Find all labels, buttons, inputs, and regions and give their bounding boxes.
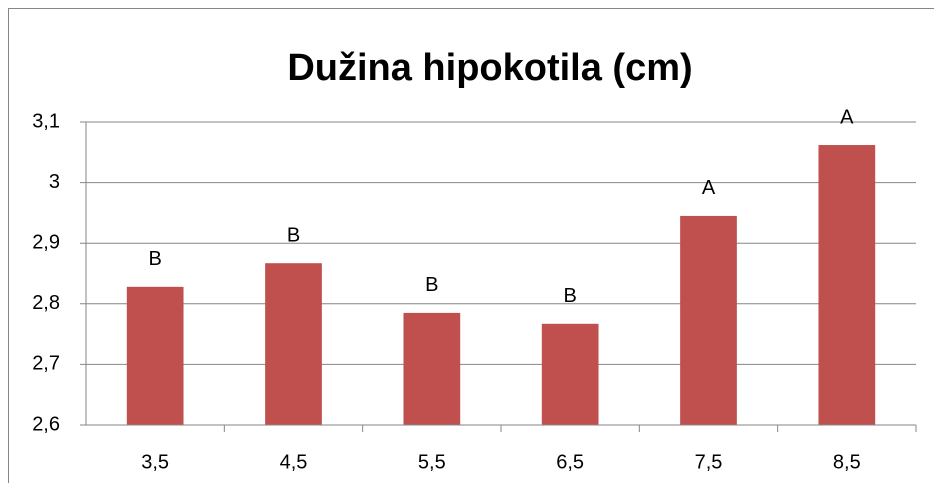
annotation: A [702, 177, 716, 199]
y-tick-label: 2,7 [32, 353, 60, 375]
bar [541, 323, 599, 425]
chart-title: Dužina hipokotila (cm) [287, 47, 692, 89]
annotation: B [287, 224, 300, 246]
annotation: B [148, 248, 161, 270]
bar [126, 286, 184, 425]
x-tick-label: 5,5 [418, 451, 446, 473]
bar [265, 263, 322, 425]
y-tick-label: 3 [49, 171, 60, 193]
y-tick-label: 2,8 [32, 292, 60, 314]
bar [403, 312, 461, 425]
annotation: A [840, 106, 854, 128]
x-tick-label: 7,5 [695, 451, 723, 473]
bar [818, 145, 876, 425]
x-tick-label: 4,5 [280, 451, 308, 473]
x-tick-label: 3,5 [141, 451, 169, 473]
x-tick-label: 8,5 [833, 451, 861, 473]
chart-frame [8, 8, 934, 483]
bar [680, 215, 737, 425]
y-tick-label: 3,1 [32, 110, 60, 132]
y-tick-label: 2,6 [32, 413, 60, 435]
annotation: B [563, 285, 576, 307]
annotation: B [425, 274, 438, 296]
y-tick-label: 2,9 [32, 231, 60, 253]
x-tick-label: 6,5 [556, 451, 584, 473]
